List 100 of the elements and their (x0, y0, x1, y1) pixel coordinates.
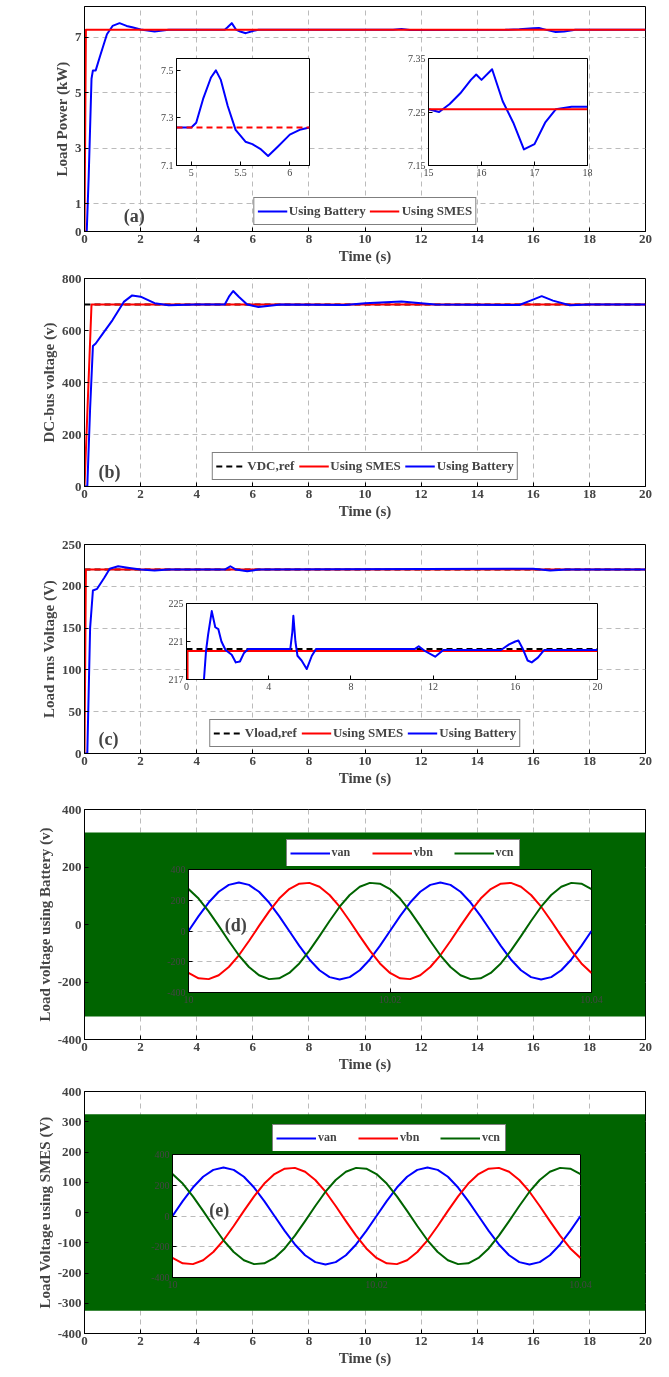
x-tick-label: 5.5 (234, 166, 247, 178)
y-tick-label: -200 (57, 1265, 82, 1280)
x-tick-label: 10.02 (378, 993, 402, 1005)
y-tick-label: -400 (151, 1272, 170, 1283)
y-tick-label: 0 (75, 916, 82, 932)
x-tick-label: 2 (137, 230, 144, 246)
y-tick-label: 200 (62, 1144, 82, 1159)
y-tick-label: 300 (62, 1113, 82, 1129)
x-tick-label: 18 (582, 1038, 597, 1054)
y-tick-label: 0 (180, 925, 186, 937)
y-tick-label: -300 (57, 1295, 82, 1311)
x-tick-label: 16 (526, 1038, 541, 1054)
x-tick-label: 14 (470, 1038, 485, 1054)
legend-label: vcn (495, 845, 515, 860)
x-tick-label: 10 (358, 230, 372, 246)
y-axis-title: Load Power (kW) (54, 61, 71, 177)
y-tick-label: 7.3 (161, 112, 174, 124)
x-tick-label: 2 (137, 1332, 144, 1348)
x-tick-label: 6 (249, 485, 257, 501)
legend-label: Using SMES (401, 203, 473, 219)
x-tick-label: 14 (470, 752, 485, 768)
y-tick-label: 400 (62, 1083, 82, 1099)
x-tick-label: 20 (639, 230, 652, 246)
x-tick-label: 10.02 (365, 1278, 388, 1290)
x-tick-label: 8 (305, 1332, 313, 1348)
x-tick-label: 8 (305, 485, 313, 501)
x-tick-label: 2 (137, 752, 144, 768)
x-tick-label: 5 (188, 166, 194, 178)
x-tick-label: 16 (526, 485, 541, 501)
x-tick-label: 12 (414, 230, 428, 246)
y-tick-label: 400 (62, 801, 82, 817)
x-tick-label: 14 (470, 1332, 485, 1348)
x-axis-title: Time (s) (338, 769, 392, 787)
x-tick-label: 8 (348, 680, 354, 692)
legend-label: Using Battery (288, 203, 366, 219)
y-tick-label: 50 (68, 703, 82, 719)
x-tick-label: 6 (249, 1332, 257, 1348)
x-tick-label: 12 (414, 1038, 428, 1054)
y-tick-label: -200 (57, 974, 82, 989)
x-axis-title: Time (s) (338, 502, 392, 520)
y-tick-label: 600 (62, 322, 82, 338)
y-tick-label: -400 (167, 987, 186, 998)
x-axis-title: Time (s) (338, 247, 392, 265)
y-tick-label: 150 (62, 620, 82, 636)
x-tick-label: 20 (639, 1038, 652, 1054)
legend-label: van (331, 845, 352, 860)
legend-label: Using Battery (439, 725, 517, 741)
y-tick-label: 0 (75, 1204, 82, 1220)
x-tick-label: 20 (639, 752, 652, 768)
y-tick-label: -400 (57, 1031, 82, 1047)
x-tick-label: 18 (582, 230, 597, 246)
x-tick-label: 10 (183, 993, 194, 1005)
x-tick-label: 2 (137, 1038, 144, 1054)
x-tick-label: 8 (305, 1038, 313, 1054)
x-tick-label: 12 (414, 1332, 428, 1348)
y-tick-label: 200 (62, 578, 82, 594)
annotation: (a) (123, 205, 145, 227)
y-tick-label: 225 (168, 598, 184, 609)
annotation: (b) (98, 461, 121, 483)
y-tick-label: 200 (170, 894, 186, 906)
x-tick-label: 14 (470, 230, 485, 246)
x-tick-label: 16 (526, 1332, 541, 1348)
x-tick-label: 10.04 (580, 993, 603, 1005)
legend-label: van (318, 1130, 338, 1145)
y-tick-label: 7.1 (161, 160, 174, 171)
y-axis-title: DC-bus voltage (v) (41, 322, 58, 443)
y-tick-label: 221 (168, 636, 184, 647)
y-tick-label: -200 (167, 956, 186, 968)
x-tick-label: 4 (193, 485, 201, 501)
y-tick-label: 400 (62, 374, 82, 390)
x-tick-label: 12 (414, 485, 428, 501)
x-tick-label: 6 (287, 166, 293, 178)
x-tick-label: 4 (193, 1332, 201, 1348)
x-tick-label: 4 (193, 1038, 201, 1054)
x-axis-title: Time (s) (338, 1055, 392, 1073)
legend-label: Using Battery (436, 458, 514, 474)
y-tick-label: 7.5 (161, 64, 174, 76)
y-tick-label: 1 (75, 195, 82, 211)
x-tick-label: 12 (428, 680, 439, 692)
legend-label: vbn (413, 845, 434, 860)
y-tick-label: 217 (168, 674, 184, 685)
legend-label: vbn (400, 1130, 420, 1145)
y-axis-title: Load voltage using Battery (v) (36, 827, 54, 1022)
y-axis-title: Load rms Voltage (V) (41, 580, 58, 719)
legend-label: vcn (482, 1130, 501, 1145)
y-tick-label: 200 (62, 859, 82, 874)
x-tick-label: 16 (510, 680, 521, 692)
y-tick-label: -100 (57, 1234, 82, 1250)
x-tick-label: 18 (582, 485, 597, 501)
x-tick-label: 4 (193, 230, 201, 246)
x-tick-label: 4 (266, 680, 272, 692)
y-axis-title: Load Voltage using SMES (V) (36, 1116, 54, 1309)
y-tick-label: 200 (62, 426, 82, 442)
y-tick-label: 100 (62, 1174, 82, 1190)
annotation: (d) (224, 914, 247, 936)
y-tick-label: 7.35 (408, 53, 426, 64)
legend-label: VDC,ref (247, 458, 295, 474)
x-tick-label: 10 (358, 752, 372, 768)
x-tick-label: 18 (582, 166, 593, 178)
x-tick-label: 10 (358, 1038, 372, 1054)
